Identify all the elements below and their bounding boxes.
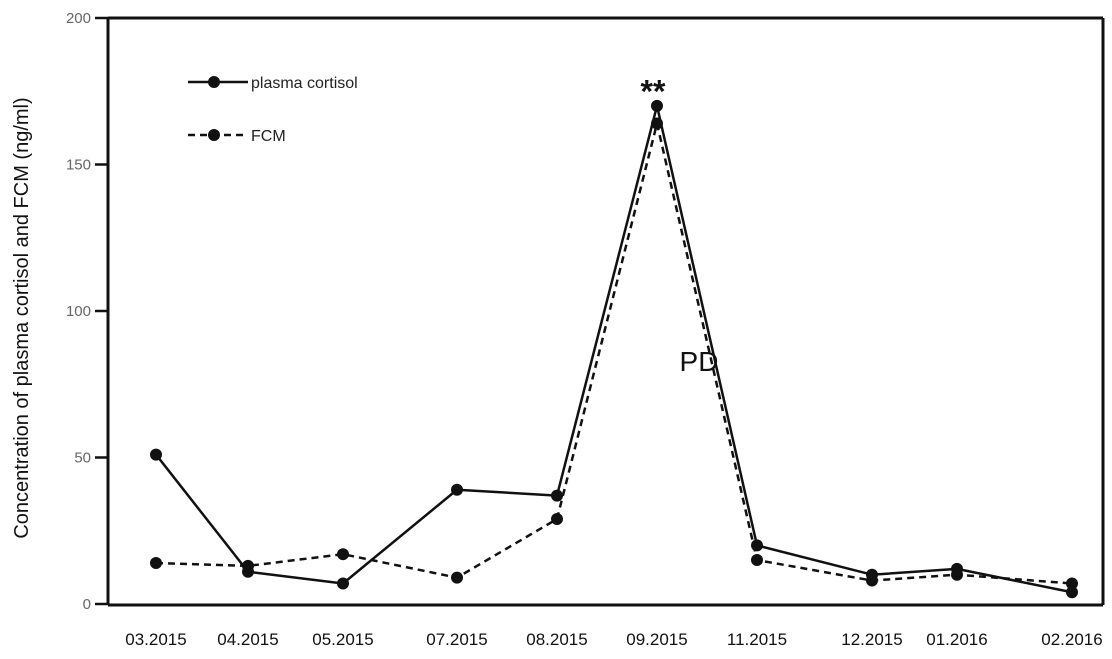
series-line-fcm <box>155 122 1073 585</box>
y-tick-label: 50 <box>74 450 91 467</box>
significance-annotation: ** <box>641 73 666 109</box>
legend-marker-plasma-cortisol <box>208 76 220 88</box>
data-point-fcm <box>337 548 349 561</box>
series-lines <box>150 99 1078 599</box>
y-axis-ticks: 0 50 100 150 200 <box>66 10 108 613</box>
data-point-fcm <box>150 556 162 569</box>
legend-label-fcm: FCM <box>251 128 286 145</box>
x-tick-label: 02.2016 <box>1041 630 1102 649</box>
pd-annotation: PD <box>680 346 719 377</box>
data-point-fcm <box>1066 577 1078 590</box>
legend-label-plasma-cortisol: plasma cortisol <box>251 75 358 92</box>
data-point-fcm <box>242 559 254 572</box>
series-line-plasma-cortisol <box>155 104 1073 594</box>
x-tick-label: 03.2015 <box>125 630 186 649</box>
data-point-fcm <box>551 513 563 526</box>
x-tick-label: 01.2016 <box>926 630 987 649</box>
x-tick-label: 08.2015 <box>526 630 587 649</box>
legend: plasma cortisol FCM <box>188 75 358 145</box>
x-axis-ticks: 03.2015 04.2015 05.2015 07.2015 08.2015 09.20… <box>125 630 1102 649</box>
x-tick-label: 07.2015 <box>426 630 487 649</box>
data-point-fcm <box>866 574 878 587</box>
legend-item-plasma-cortisol: plasma cortisol <box>188 75 358 92</box>
y-tick-label: 100 <box>66 303 91 320</box>
y-axis-title: Concentration of plasma cortisol and FCM… <box>11 97 33 538</box>
data-point-fcm <box>651 117 663 130</box>
y-tick-label: 200 <box>66 10 91 27</box>
data-point-plasma-cortisol <box>551 489 563 502</box>
data-point-plasma-cortisol <box>1066 586 1078 599</box>
data-point-plasma-cortisol <box>651 99 663 112</box>
legend-marker-fcm <box>208 129 220 141</box>
annotations: ** PD <box>641 73 719 376</box>
legend-item-fcm: FCM <box>188 128 286 145</box>
x-tick-label: 11.2015 <box>727 630 787 649</box>
data-point-fcm <box>951 568 963 581</box>
data-point-fcm <box>751 554 763 567</box>
y-tick-label: 150 <box>66 157 91 174</box>
data-point-fcm <box>451 571 463 584</box>
data-point-plasma-cortisol <box>150 448 162 461</box>
x-tick-label: 04.2015 <box>217 630 278 649</box>
x-tick-label: 12.2015 <box>841 630 902 649</box>
x-tick-label: 09.2015 <box>626 630 687 649</box>
y-tick-label: 0 <box>83 596 91 613</box>
data-point-plasma-cortisol <box>451 483 463 496</box>
data-point-plasma-cortisol <box>337 577 349 590</box>
x-tick-label: 05.2015 <box>312 630 373 649</box>
